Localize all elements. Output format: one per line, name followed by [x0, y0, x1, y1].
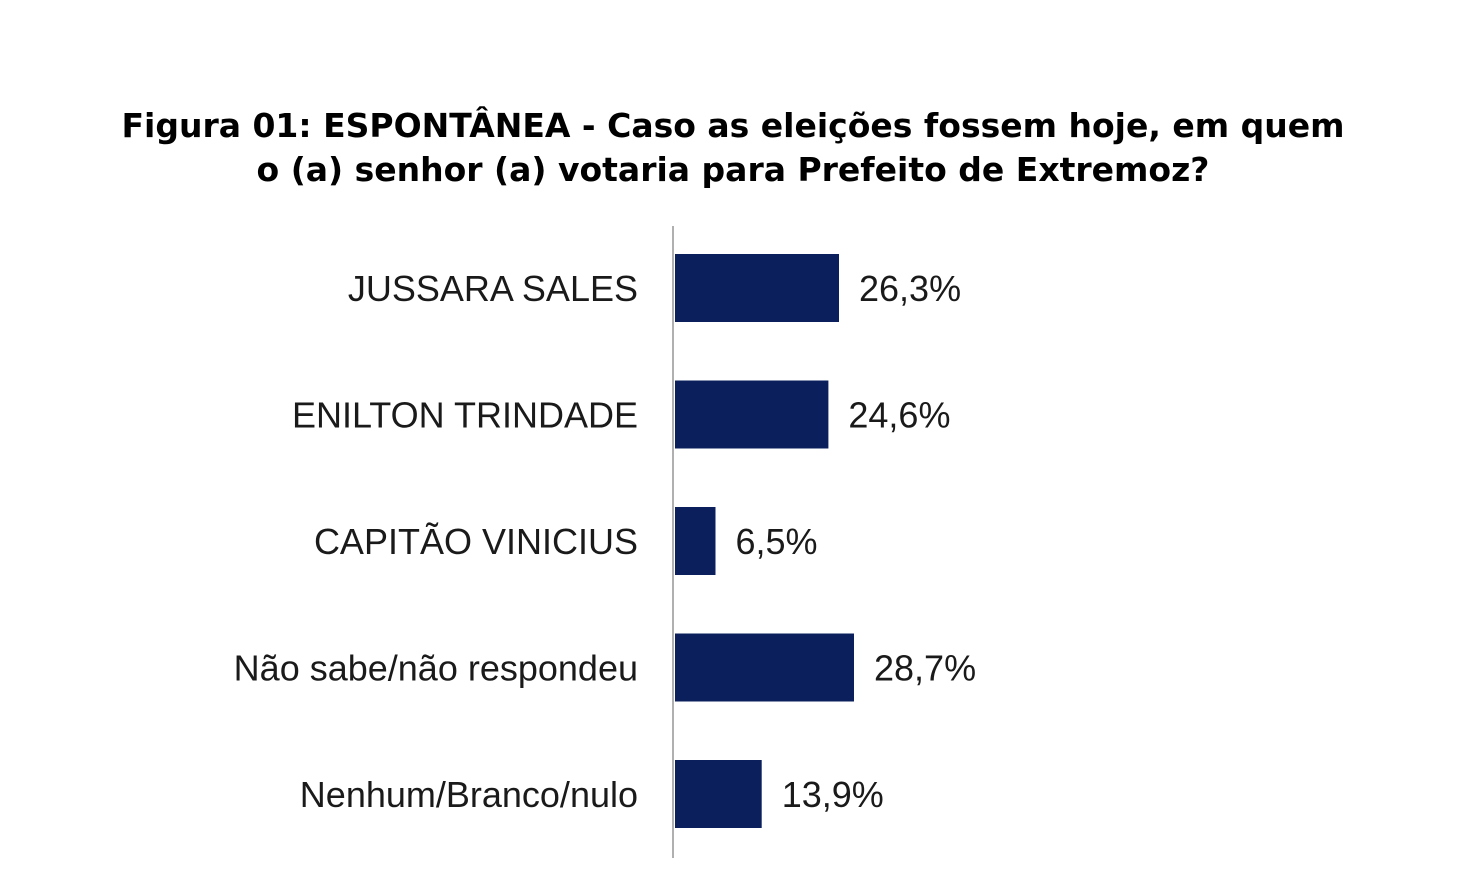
category-label-1: ENILTON TRINDADE	[292, 395, 638, 436]
bar-0	[675, 254, 839, 322]
category-label-2: CAPITÃO VINICIUS	[314, 521, 638, 562]
bar-3	[675, 633, 854, 702]
value-label-2: 6,5%	[736, 521, 818, 562]
category-label-4: Nenhum/Branco/nulo	[300, 774, 638, 815]
value-label-1: 24,6%	[848, 395, 950, 436]
value-label-0: 26,3%	[859, 268, 961, 309]
category-label-3: Não sabe/não respondeu	[234, 648, 638, 689]
chart-title: Figura 01: ESPONTÂNEA - Caso as eleições…	[0, 104, 1466, 192]
chart-title-line-1: Figura 01: ESPONTÂNEA - Caso as eleições…	[121, 106, 1345, 145]
value-label-4: 13,9%	[782, 774, 884, 815]
bar-4	[675, 760, 762, 828]
category-label-0: JUSSARA SALES	[348, 268, 638, 309]
bar-2	[675, 507, 716, 575]
value-label-3: 28,7%	[874, 648, 976, 689]
bar-1	[675, 380, 829, 449]
chart-title-line-2: o (a) senhor (a) votaria para Prefeito d…	[256, 150, 1210, 189]
bars-layer: JUSSARA SALES 26,3% ENILTON TRINDADE 24,6% C…	[234, 254, 976, 828]
